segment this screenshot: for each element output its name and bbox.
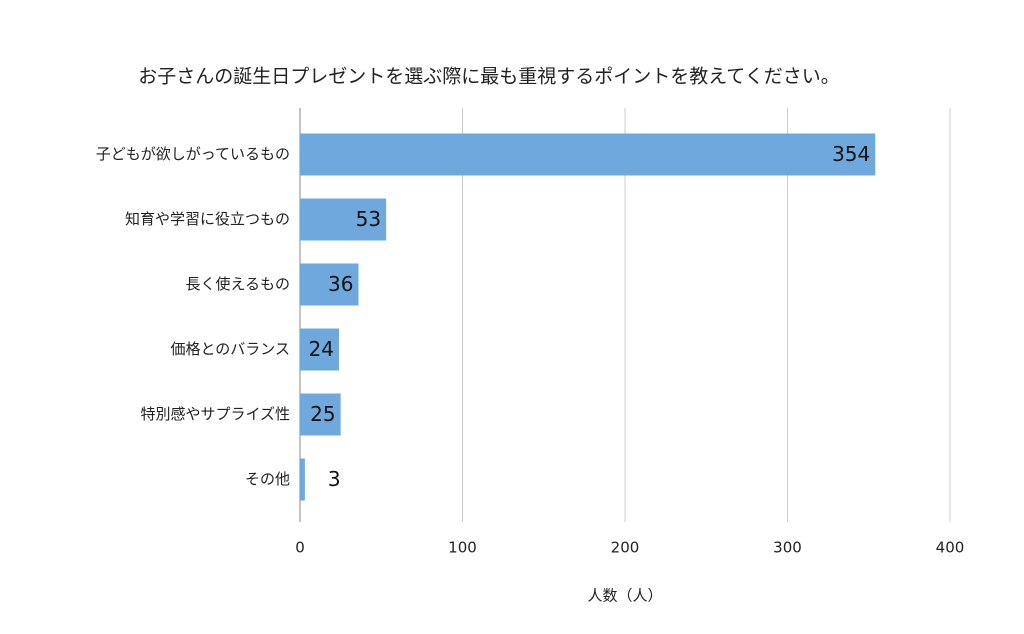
y-tick-label: その他 [245, 470, 290, 488]
x-axis-label: 人数（人） [587, 587, 662, 605]
x-tick-label: 300 [773, 539, 802, 557]
y-tick-label: 知育や学習に役立つもの [125, 210, 290, 228]
value-label: 53 [356, 207, 381, 231]
bar [300, 198, 387, 241]
bar [300, 263, 359, 306]
value-label: 354 [832, 142, 870, 166]
bar [300, 458, 305, 501]
y-tick-label: 長く使えるもの [185, 275, 290, 293]
x-tick-label: 100 [448, 539, 477, 557]
bar [300, 328, 339, 371]
y-tick-label: 特別感やサプライズ性 [140, 405, 290, 423]
y-tick-label: 価格とのバランス [170, 340, 290, 358]
chart-title: お子さんの誕生日プレゼントを選ぶ際に最も重視するポイントを教えてください。 [138, 66, 839, 88]
value-label: 25 [310, 402, 335, 426]
x-tick-label: 200 [611, 539, 640, 557]
value-label: 36 [328, 272, 353, 296]
value-label: 3 [328, 467, 341, 491]
bar [300, 393, 341, 436]
y-tick-label: 子どもが欲しがっているもの [96, 145, 290, 163]
x-tick-label: 400 [936, 539, 965, 557]
value-label: 24 [309, 337, 334, 361]
x-tick-label: 0 [295, 539, 305, 557]
bar [300, 133, 876, 176]
